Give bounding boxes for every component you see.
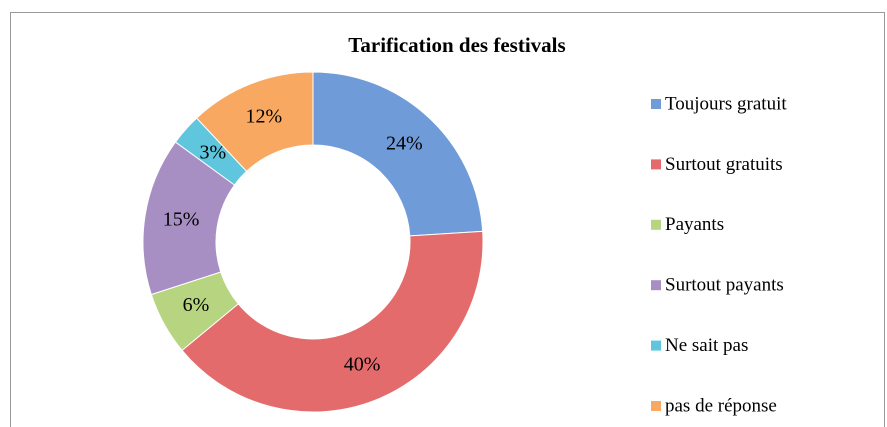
data-label: 6% [183, 294, 210, 316]
legend-swatch [651, 99, 661, 109]
legend-label: Surtout payants [665, 275, 784, 296]
legend-swatch [651, 159, 661, 170]
data-label: 24% [386, 132, 423, 154]
data-label: 12% [246, 105, 283, 127]
legend-swatch [651, 401, 661, 411]
data-label: 3% [200, 141, 227, 163]
data-label: 15% [163, 209, 200, 231]
legend-swatch [651, 219, 661, 230]
donut-slice [181, 230, 484, 413]
donut-slice [195, 71, 314, 172]
legend-label: Payants [665, 214, 724, 235]
legend-label: Ne sait pas [665, 335, 748, 356]
data-label: 40% [344, 354, 381, 376]
donut-slice [312, 71, 484, 237]
chart-title: Tarification des festivals [348, 33, 565, 57]
legend-swatch [651, 340, 661, 351]
legend-swatch [651, 280, 661, 291]
legend-label: Surtout gratuits [665, 154, 783, 175]
legend-label: pas de réponse [665, 395, 777, 416]
legend-label: Toujours gratuit [665, 93, 787, 114]
